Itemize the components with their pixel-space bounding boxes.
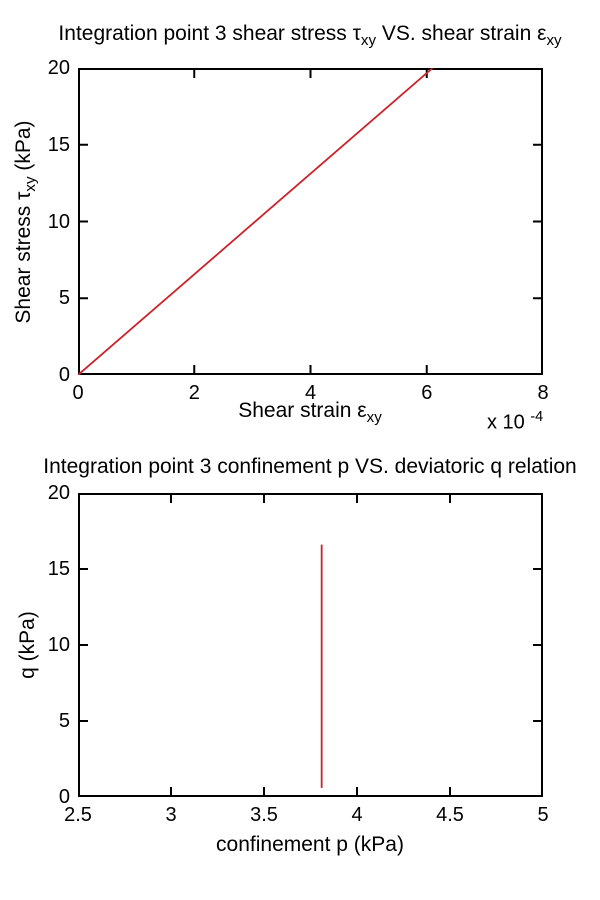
x-tick-label: 4 — [351, 804, 363, 826]
x-tick-label: 8 — [537, 382, 549, 404]
y-tick-label: 5 — [58, 287, 70, 310]
plot-border — [78, 493, 543, 797]
x-tick-label: 2 — [188, 382, 200, 404]
bottom-chart-title: Integration point 3 confinement p VS. de… — [43, 455, 577, 478]
y-tick-label: 0 — [58, 364, 70, 386]
x-axis-multiplier: x 10 -4 — [487, 409, 544, 434]
y-tick-label: 5 — [58, 710, 70, 732]
x-tick-label: 4.5 — [436, 804, 464, 826]
x-tick-label: 3.5 — [250, 804, 278, 826]
x-tick-label: 4 — [304, 382, 317, 404]
y-tick-label: 20 — [47, 57, 70, 79]
y-tick-label: 10 — [47, 210, 70, 233]
plot-svg — [77, 492, 544, 798]
x-tick-label: 2.5 — [64, 804, 92, 826]
y-tick-label: 0 — [58, 786, 70, 808]
plot-svg — [77, 67, 544, 376]
top-chart-plot-area — [77, 67, 544, 376]
tau-subscript: xy — [360, 32, 377, 50]
x-tick-label: 6 — [421, 382, 433, 404]
y-tick-label: 10 — [47, 634, 70, 656]
bottom-chart-x-axis-label: confinement p (kPa) — [216, 833, 404, 856]
tau-symbol: τ — [352, 22, 361, 45]
title-text: VS. shear strain — [376, 22, 538, 45]
y-tick-label: 15 — [47, 558, 70, 580]
top-chart-x-axis-label: Shear strain εxy — [238, 399, 382, 427]
epsilon-symbol: ε — [537, 22, 547, 45]
title-text: Integration point 3 shear stress — [58, 22, 353, 45]
data-line — [77, 67, 434, 376]
x-tick-label: 5 — [537, 804, 549, 826]
epsilon-subscript: xy — [546, 32, 562, 50]
y-tick-label: 20 — [47, 482, 70, 504]
y-tick-label: 15 — [47, 133, 70, 156]
x-tick-label: 0 — [72, 382, 84, 404]
plot-border — [78, 68, 543, 375]
bottom-chart-plot-area — [77, 492, 544, 798]
top-chart-title: Integration point 3 shear stress τxy VS.… — [58, 22, 561, 49]
x-tick-label: 3 — [165, 804, 177, 826]
